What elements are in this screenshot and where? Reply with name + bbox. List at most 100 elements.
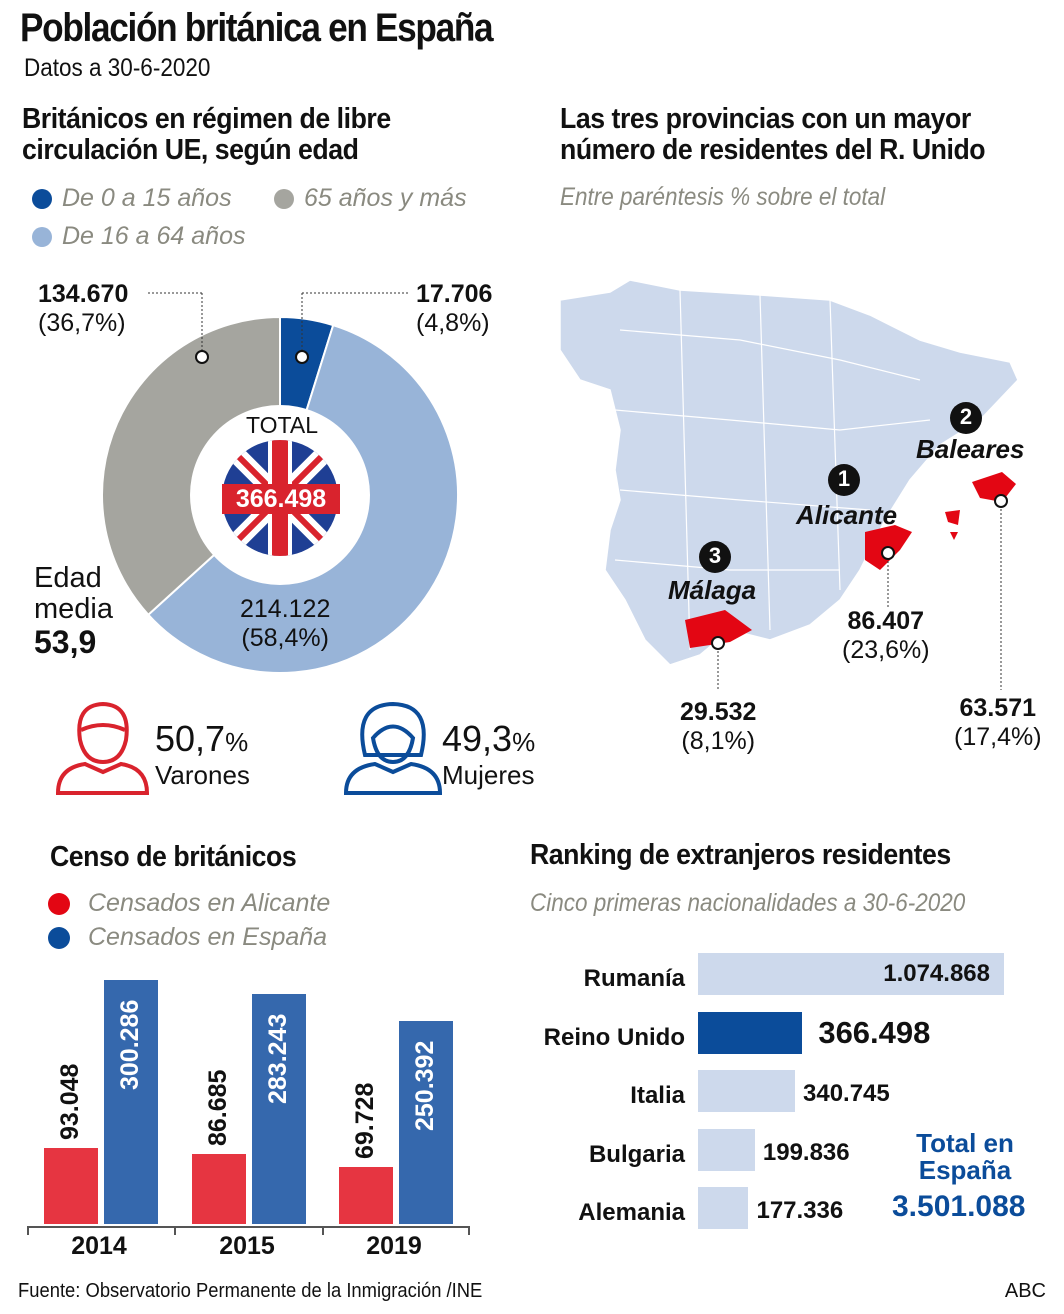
pct: (23,6%) — [842, 636, 930, 664]
donut-center-label: TOTAL — [246, 412, 318, 438]
label-elderly: 134.670 (36,7%) — [38, 280, 128, 338]
women-label: Mujeres — [442, 760, 535, 790]
x-tick — [322, 1226, 324, 1235]
rank-number: 3 — [708, 543, 722, 568]
brand: ABC — [1004, 1280, 1046, 1302]
rank-value: 177.336 — [756, 1197, 844, 1224]
total-spain-value: 3.501.088 — [892, 1190, 1026, 1223]
rank-number: 2 — [959, 404, 973, 429]
men-label: Varones — [155, 760, 250, 790]
x-tick — [174, 1226, 176, 1235]
page-subtitle: Datos a 30-6-2020 — [24, 54, 211, 82]
x-axis — [27, 1226, 470, 1228]
value: 17.706 — [416, 280, 493, 308]
value-malaga: 29.532 (8,1%) — [680, 698, 756, 756]
rank-bar — [698, 1070, 795, 1112]
rank-label: Italia — [630, 1082, 685, 1109]
men-pct: 50,7 — [155, 718, 226, 759]
x-tick — [27, 1226, 29, 1235]
rank-bar — [698, 1011, 803, 1054]
rank-label: Bulgaria — [588, 1140, 685, 1168]
rank-value: 1.074.868 — [883, 960, 990, 987]
average-age: Edad media 53,9 — [34, 563, 113, 660]
age-title: Británicos en régimen de libre circulaci… — [22, 104, 391, 166]
man-icon — [55, 701, 150, 795]
page-title: Población británica en España — [20, 6, 494, 50]
pct: (58,4%) — [241, 624, 329, 652]
legend-swatch — [32, 188, 52, 209]
malaga-region — [685, 610, 752, 648]
rank-bar — [698, 1187, 749, 1229]
pct: (36,7%) — [38, 309, 126, 337]
legend-label: Censados en España — [88, 923, 328, 951]
x-tick-label: 2019 — [366, 1232, 422, 1260]
value-baleares: 63.571 (17,4%) — [954, 694, 1042, 752]
legend-label: De 16 a 64 años — [62, 222, 246, 250]
province-name-baleares: Baleares — [916, 434, 1025, 464]
value-alicante: 86.407 (23,6%) — [842, 607, 930, 665]
legend-item-elderly: 65 años y más — [274, 184, 467, 213]
spain-map — [559, 279, 1019, 690]
legend-swatch — [32, 226, 52, 247]
pct: (8,1%) — [681, 727, 756, 755]
woman-icon — [343, 701, 443, 795]
rank-value: 199.836 — [762, 1138, 850, 1166]
baleares-region — [945, 472, 1016, 540]
legend-label: Censados en Alicante — [88, 889, 331, 917]
rank-badge-2 — [950, 402, 982, 434]
rank-label: Reino Unido — [543, 1023, 685, 1051]
map-title-line2: número de residentes del R. Unido — [560, 134, 986, 166]
label-adult: 214.122 (58,4%) — [240, 595, 330, 653]
census-title: Censo de británicos — [50, 841, 297, 873]
total-spain: Total en España — [900, 1130, 1030, 1184]
average-age-label: media — [34, 593, 113, 625]
map-subtitle: Entre paréntesis % sobre el total — [560, 183, 886, 211]
rank-badge-1 — [828, 464, 860, 496]
unit: % — [225, 727, 249, 757]
total-label: España — [918, 1155, 1012, 1185]
pct: (4,8%) — [416, 309, 490, 337]
rank-badge-3 — [699, 541, 731, 573]
label-young: 17.706 (4,8%) — [416, 280, 492, 338]
women-pct: 49,3 — [442, 718, 513, 759]
legend-swatch — [274, 188, 294, 209]
donut-total: 366.498 — [222, 484, 340, 514]
province-name-alicante: Alicante — [796, 500, 898, 530]
legend-item-adult: De 16 a 64 años — [32, 222, 245, 251]
ranking-subtitle: Cinco primeras nacionalidades a 30-6-202… — [530, 889, 966, 917]
average-age-value: 53,9 — [34, 624, 97, 660]
bar-2019-0 — [339, 1167, 393, 1224]
rank-label: Rumanía — [583, 965, 685, 992]
x-tick-label: 2015 — [219, 1232, 275, 1260]
census-chart: 93.048 300.286 2014 86.685 283.243 2015 69.728… — [0, 0, 480, 1314]
legend-swatch — [48, 926, 70, 949]
x-tick-label: 2014 — [71, 1232, 127, 1260]
value: 134.670 — [38, 280, 129, 308]
donut-slice-2 — [101, 315, 281, 617]
bar-2015-0 — [192, 1153, 246, 1224]
bar-2015-1 — [252, 993, 306, 1224]
value: 86.407 — [847, 607, 924, 635]
legend-swatch — [48, 892, 70, 915]
unit: % — [512, 727, 536, 757]
value: 29.532 — [680, 698, 757, 726]
province-name-malaga: Málaga — [668, 575, 757, 605]
bar-2014-1 — [104, 980, 158, 1224]
rank-value: 366.498 — [818, 1014, 931, 1050]
legend-item-young: De 0 a 15 años — [32, 184, 232, 213]
value: 214.122 — [240, 595, 331, 623]
ranking-title: Ranking de extranjeros residentes — [530, 839, 951, 871]
women-stat: 49,3% Mujeres — [442, 718, 535, 791]
x-tick — [468, 1226, 470, 1235]
total-label: Total en — [916, 1128, 1014, 1158]
pct: (17,4%) — [954, 723, 1042, 751]
age-title-line1: Británicos en régimen de libre — [22, 103, 391, 135]
legend-item-espana: Censados en España — [48, 923, 327, 952]
source: Fuente: Observatorio Permanente de la In… — [18, 1280, 483, 1302]
legend-item-alicante: Censados en Alicante — [48, 889, 330, 918]
map-title: Las tres provincias con un mayor número … — [560, 103, 986, 166]
map-title-line1: Las tres provincias con un mayor — [560, 103, 971, 135]
rank-number: 1 — [837, 466, 851, 491]
rank-bar — [698, 953, 1004, 995]
